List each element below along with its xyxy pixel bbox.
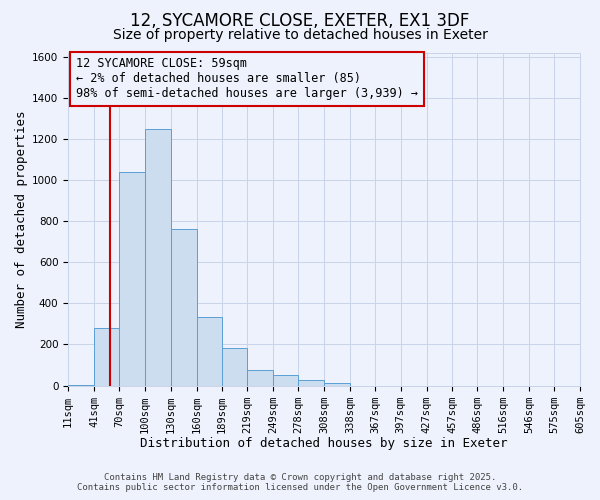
Text: Contains HM Land Registry data © Crown copyright and database right 2025.
Contai: Contains HM Land Registry data © Crown c… xyxy=(77,473,523,492)
Bar xyxy=(197,316,221,386)
Bar xyxy=(298,380,324,386)
Bar xyxy=(68,384,94,386)
Text: 12, SYCAMORE CLOSE, EXETER, EX1 3DF: 12, SYCAMORE CLOSE, EXETER, EX1 3DF xyxy=(130,12,470,30)
Bar xyxy=(221,348,247,386)
Bar xyxy=(170,230,197,386)
Bar xyxy=(119,172,145,386)
Bar xyxy=(273,376,298,386)
Bar xyxy=(145,128,170,386)
Y-axis label: Number of detached properties: Number of detached properties xyxy=(15,110,28,328)
Bar xyxy=(247,370,273,386)
Bar xyxy=(94,328,119,386)
Bar xyxy=(324,382,350,386)
X-axis label: Distribution of detached houses by size in Exeter: Distribution of detached houses by size … xyxy=(140,437,508,450)
Text: Size of property relative to detached houses in Exeter: Size of property relative to detached ho… xyxy=(113,28,487,42)
Text: 12 SYCAMORE CLOSE: 59sqm
← 2% of detached houses are smaller (85)
98% of semi-de: 12 SYCAMORE CLOSE: 59sqm ← 2% of detache… xyxy=(76,58,418,100)
